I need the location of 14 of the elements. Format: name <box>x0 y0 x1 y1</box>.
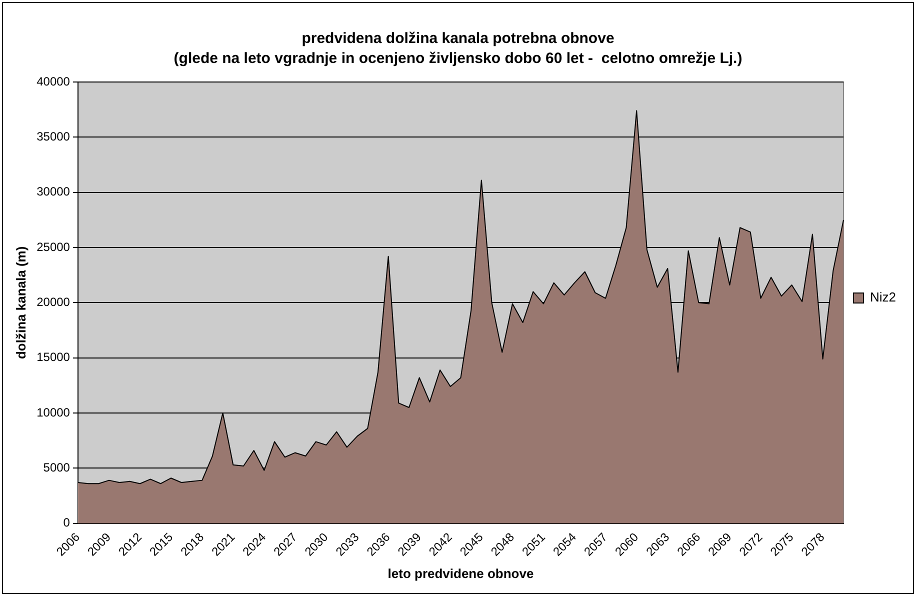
y-tick-label: 35000 <box>36 129 70 144</box>
chart-subtitle: (glede na leto vgradnje in ocenjeno življensko dobo 60 let - celotno omrežje Lj.) <box>174 50 742 68</box>
y-tick-label: 30000 <box>36 184 70 199</box>
legend-label: Niz2 <box>870 290 896 305</box>
y-axis-title: dolžina kanala (m) <box>13 246 28 360</box>
y-tick-label: 25000 <box>36 240 70 254</box>
x-axis-title: leto predvidene obnove <box>388 566 534 581</box>
y-tick-label: 0 <box>63 516 70 530</box>
y-tick-label: 40000 <box>36 74 70 88</box>
y-tick-label: 20000 <box>36 294 70 309</box>
y-tick-label: 5000 <box>43 460 70 474</box>
y-tick-label: 10000 <box>36 405 70 420</box>
chart-title: predvidena dolžina kanala potrebna obnove <box>302 30 614 48</box>
y-tick-label: 15000 <box>36 350 70 364</box>
